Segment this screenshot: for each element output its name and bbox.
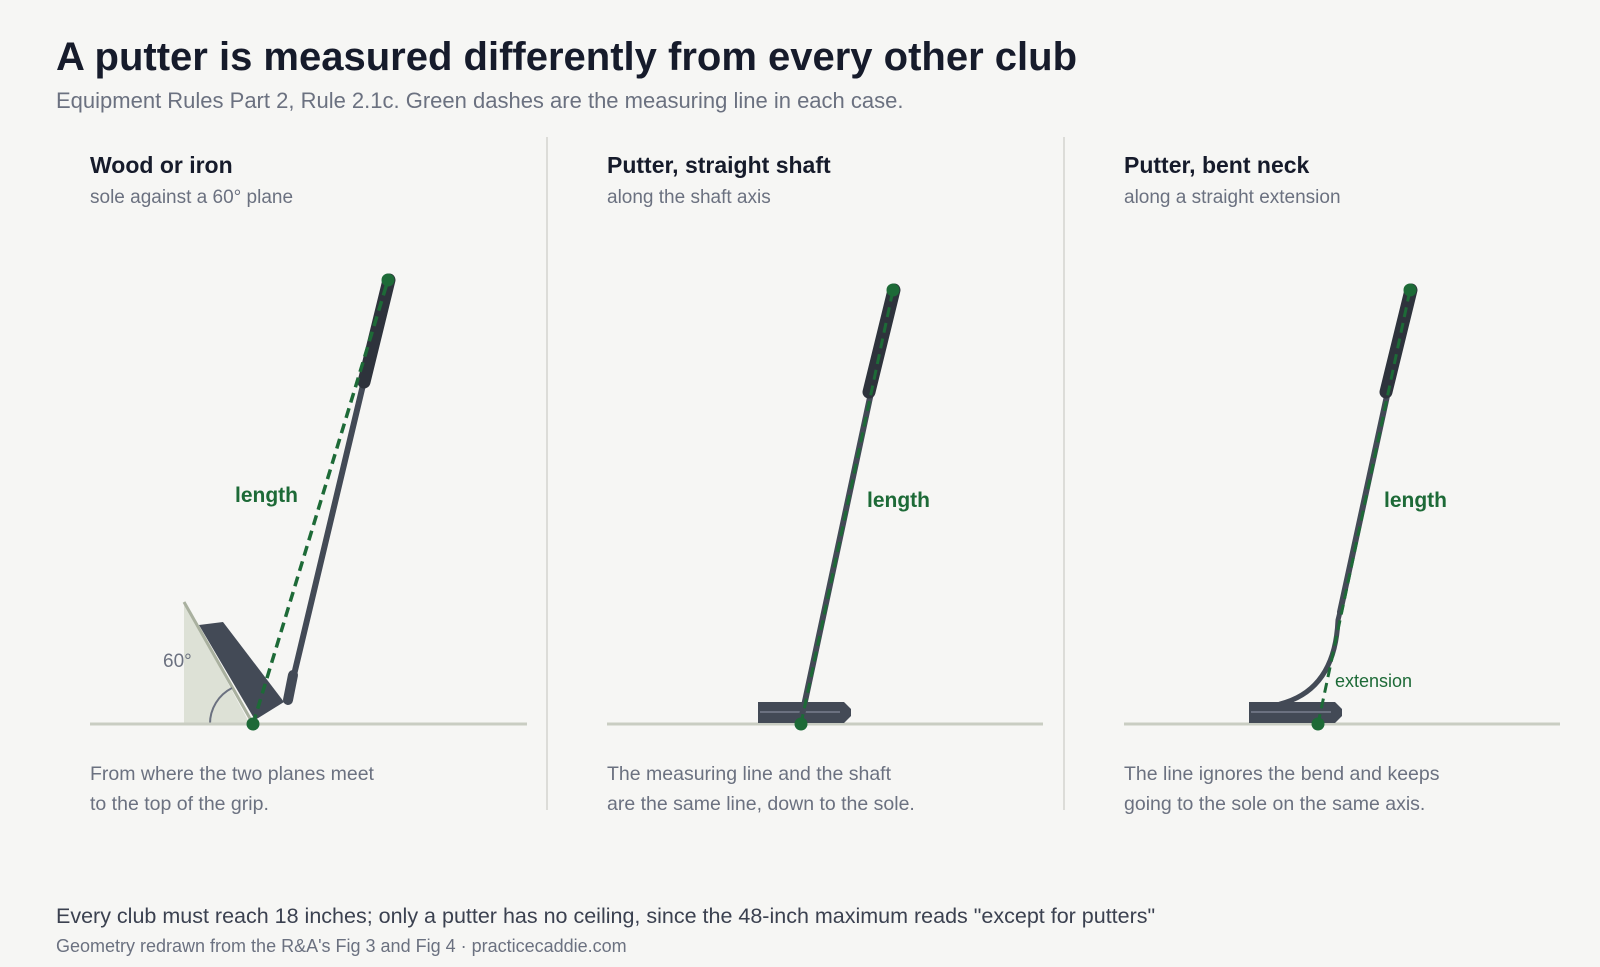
measuring-line [799, 289, 895, 725]
panel-subtitle: sole against a 60° plane [90, 187, 293, 208]
panel-subtitle: along the shaft axis [607, 187, 771, 208]
panel-wood-iron: Wood or iron sole against a 60° plane 60… [90, 152, 527, 815]
end-dot [381, 273, 395, 287]
panel-title: Wood or iron [90, 152, 233, 178]
club-head [199, 622, 284, 720]
plane-edge [182, 601, 254, 723]
angle-arc [208, 687, 233, 725]
caption: are the same line, down to the sole. [607, 793, 915, 815]
end-dot [794, 717, 808, 731]
measuring-line [251, 279, 390, 725]
end-dot [1311, 717, 1325, 731]
end-dot [246, 717, 260, 731]
length-label: length [867, 489, 930, 512]
caption: From where the two planes meet [90, 763, 375, 785]
measuring-line [1316, 289, 1412, 725]
footer-note: Every club must reach 18 inches; only a … [56, 904, 1155, 928]
panel-subtitle: along a straight extension [1124, 187, 1341, 208]
grip [357, 273, 396, 389]
title: A putter is measured differently from ev… [56, 35, 1077, 79]
end-dot [1403, 283, 1417, 297]
length-label: length [235, 484, 298, 507]
subtitle: Equipment Rules Part 2, Rule 2.1c. Green… [56, 88, 903, 113]
angle-label: 60° [163, 651, 192, 672]
caption: The measuring line and the shaft [607, 763, 892, 785]
panel-title: Putter, bent neck [1124, 152, 1310, 178]
caption: to the top of the grip. [90, 793, 269, 815]
footer-source: Geometry redrawn from the R&A's Fig 3 an… [56, 936, 627, 956]
extension-label: extension [1335, 671, 1412, 691]
hosel [283, 670, 298, 705]
length-label: length [1384, 489, 1447, 512]
caption: going to the sole on the same axis. [1124, 793, 1425, 815]
end-dot [886, 283, 900, 297]
panel-straight-putter: Putter, straight shaft along the shaft a… [607, 152, 1043, 815]
caption: The line ignores the bend and keeps [1124, 763, 1440, 785]
panel-title: Putter, straight shaft [607, 152, 831, 178]
panel-bent-putter: Putter, bent neck along a straight exten… [1124, 152, 1560, 815]
